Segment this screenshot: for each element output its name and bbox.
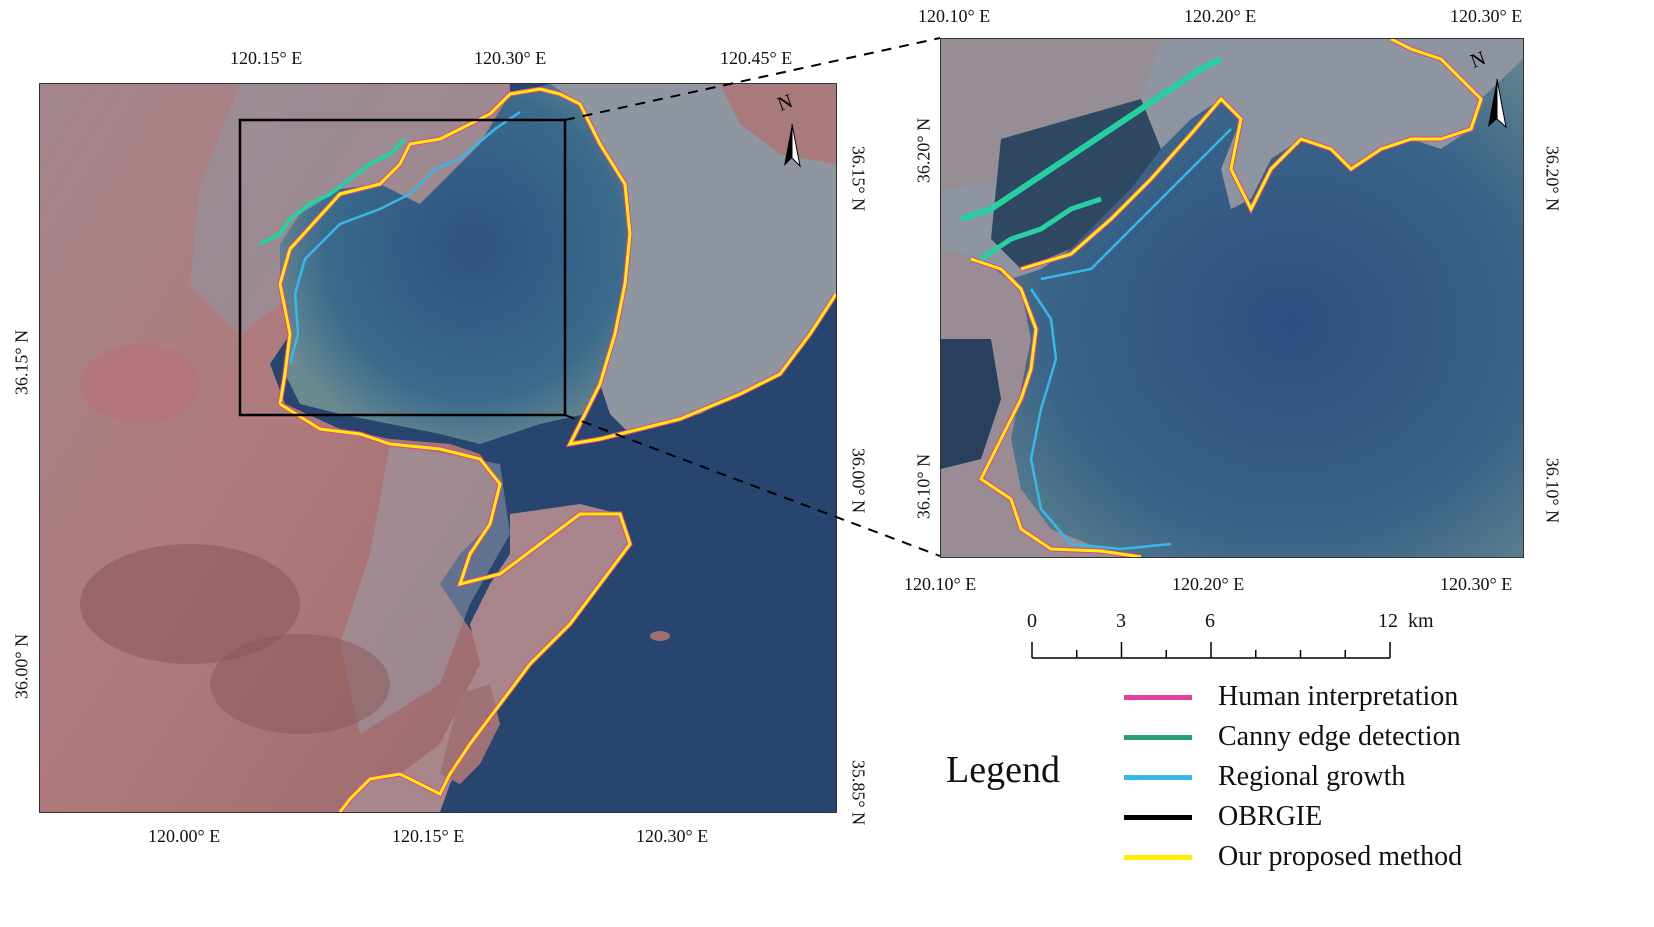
legend-swatch-obrgie xyxy=(1124,814,1192,820)
inset-left-tick-1: 36.20° N xyxy=(913,117,934,184)
legend-item-proposed: Our proposed method xyxy=(1124,839,1462,875)
scale-unit: km xyxy=(1408,610,1434,632)
inset-bottom-tick-1: 120.10° E xyxy=(904,574,977,594)
inset-right-tick-2: 36.10° N xyxy=(1542,457,1563,524)
inset-bottom-tick-2: 120.20° E xyxy=(1172,574,1245,594)
overview-top-tick-1: 120.15° E xyxy=(230,48,303,68)
legend-item-obrgie: OBRGIE xyxy=(1124,799,1322,835)
legend-swatch-proposed xyxy=(1124,854,1192,860)
legend-label-human: Human interpretation xyxy=(1218,681,1459,712)
legend-label-regional: Regional growth xyxy=(1218,761,1406,792)
legend-title: Legend xyxy=(946,749,1060,791)
legend-item-human: Human interpretation xyxy=(1124,679,1458,715)
legend-label-obrgie: OBRGIE xyxy=(1218,801,1323,832)
inset-top-tick-2: 120.20° E xyxy=(1184,6,1257,26)
inset-north-arrow-icon xyxy=(1488,78,1507,129)
scale-label-12: 12 xyxy=(1378,610,1398,632)
overview-map-frame xyxy=(39,83,837,813)
legend-swatch-canny xyxy=(1124,734,1192,740)
overview-map-image xyxy=(40,84,836,812)
inset-right-tick-1: 36.20° N xyxy=(1542,145,1563,212)
legend-item-regional: Regional growth xyxy=(1124,759,1405,795)
legend-swatch-human xyxy=(1124,694,1192,700)
scale-label-6: 6 xyxy=(1205,610,1215,632)
overview-top-tick-2: 120.30° E xyxy=(474,48,547,68)
overview-bottom-tick-3: 120.30° E xyxy=(636,826,709,846)
scale-label-3: 3 xyxy=(1116,610,1126,632)
legend-label-canny: Canny edge detection xyxy=(1218,721,1461,752)
scale-label-0: 0 xyxy=(1027,610,1037,632)
legend-item-canny: Canny edge detection xyxy=(1124,719,1461,755)
overview-top-tick-3: 120.45° E xyxy=(720,48,793,68)
overview-map: N xyxy=(40,84,836,812)
inset-bottom-tick-3: 120.30° E xyxy=(1440,574,1513,594)
inset-top-tick-3: 120.30° E xyxy=(1450,6,1523,26)
overview-bottom-tick-2: 120.15° E xyxy=(392,826,465,846)
legend-swatch-regional xyxy=(1124,774,1192,780)
north-arrow-icon xyxy=(784,123,801,168)
inset-left-tick-2: 36.10° N xyxy=(913,453,934,520)
legend-label-proposed: Our proposed method xyxy=(1218,841,1463,872)
overview-bottom-tick-1: 120.00° E xyxy=(148,826,221,846)
scale-bar xyxy=(1031,642,1391,659)
inset-map-image xyxy=(941,39,1523,557)
inset-map: N xyxy=(940,38,1524,558)
inset-top-tick-1: 120.10° E xyxy=(918,6,991,26)
